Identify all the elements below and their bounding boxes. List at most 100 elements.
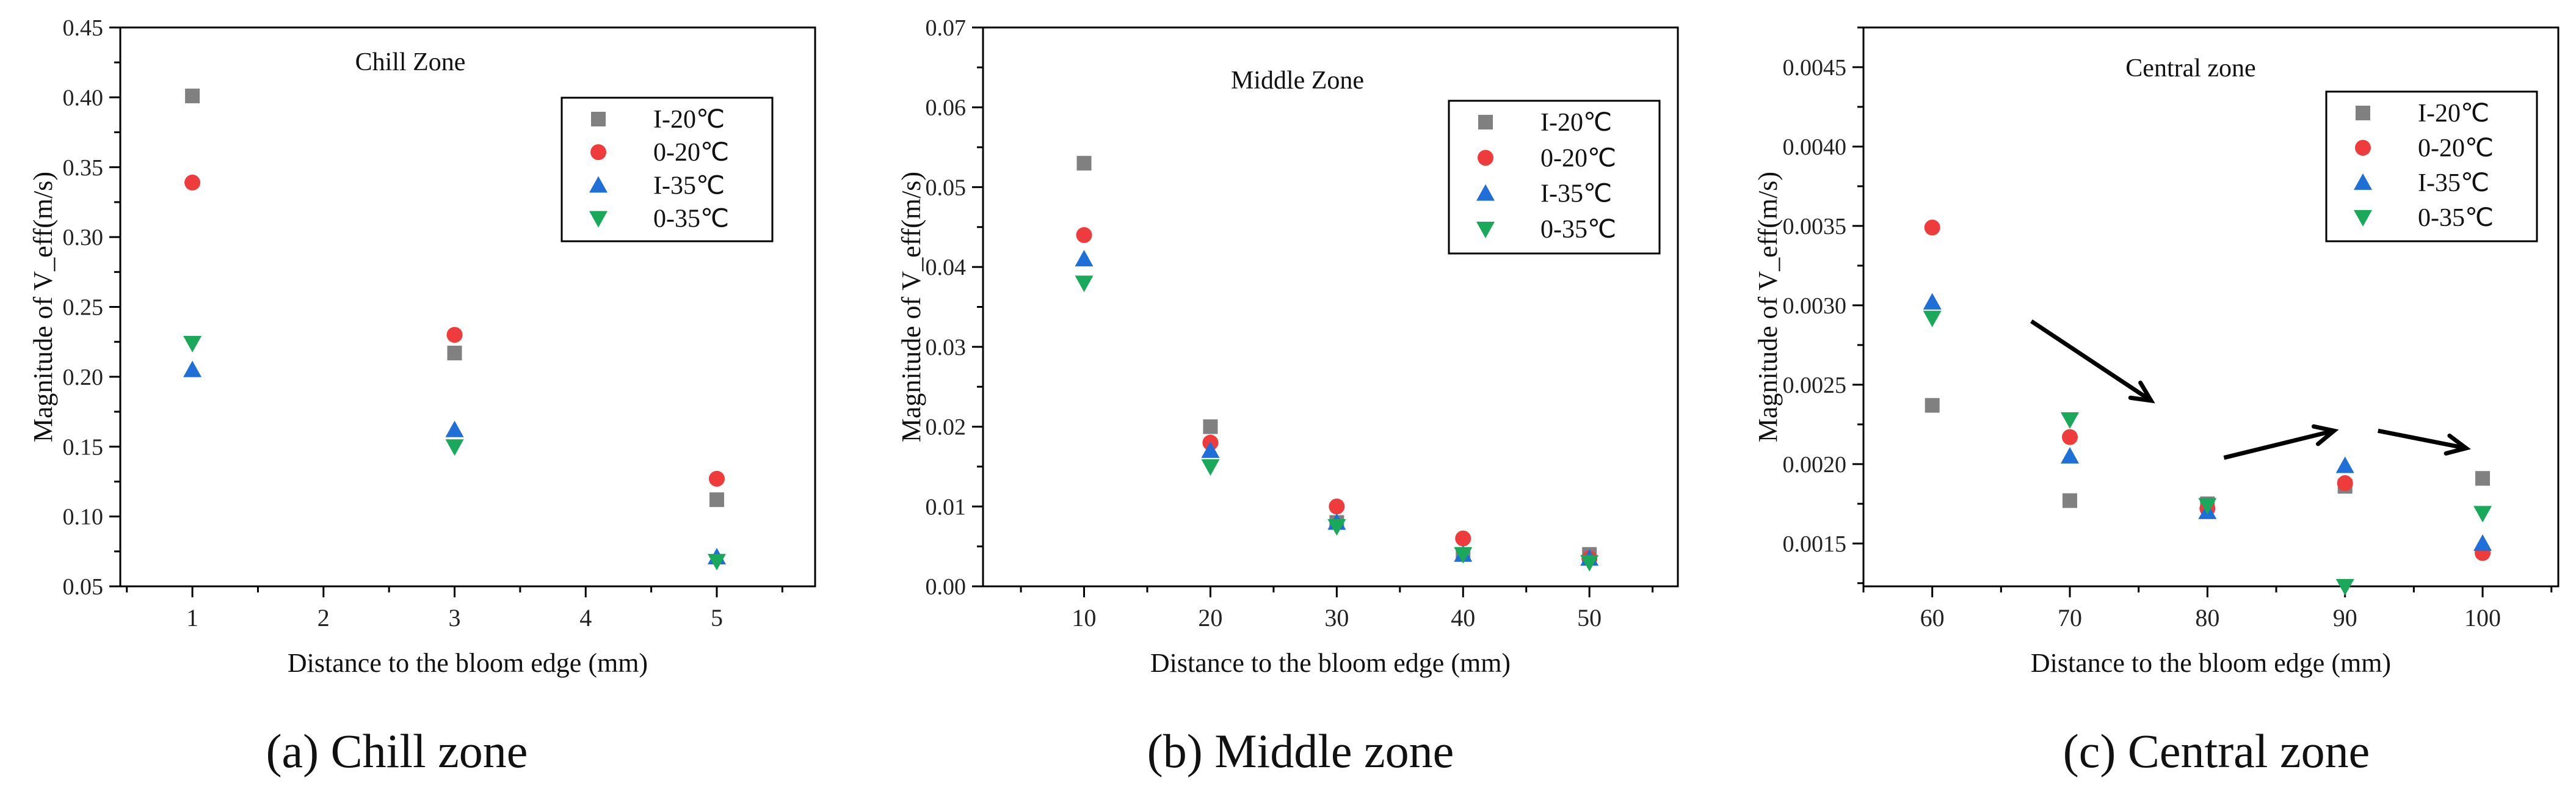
caption-a-letter: (a) (266, 724, 319, 778)
y-tick-label: 0.0040 (1783, 134, 1847, 160)
x-tick-label: 50 (1577, 604, 1602, 632)
data-point (1923, 293, 1942, 310)
y-tick-label: 0.30 (63, 225, 104, 250)
annotation-arrow (2378, 428, 2471, 456)
x-tick-label: 70 (2058, 604, 2082, 632)
caption-c: (c) Central zone (1978, 724, 2454, 791)
data-point (2475, 471, 2491, 486)
arrow-head (2128, 381, 2155, 404)
data-point (709, 492, 724, 508)
data-point (2473, 506, 2492, 523)
caption-b-letter: (b) (1147, 724, 1203, 778)
legend-label: I-35℃ (653, 172, 725, 200)
x-tick-label: 1 (186, 604, 198, 632)
x-tick-label: 20 (1198, 604, 1222, 632)
arrow-head (2444, 433, 2471, 456)
y-tick-label: 0.45 (63, 15, 104, 41)
legend-marker (2356, 106, 2370, 120)
x-tick-label: 2 (317, 604, 330, 632)
y-tick-label: 0.35 (63, 155, 104, 181)
chart-title: Chill Zone (355, 48, 466, 76)
legend-label: 0-35℃ (2418, 204, 2494, 232)
legend-label: 0-35℃ (1540, 216, 1616, 244)
data-point (2198, 498, 2217, 515)
x-tick-label: 10 (1072, 604, 1097, 632)
x-tick-label: 90 (2333, 604, 2357, 632)
data-point (1201, 441, 1220, 458)
legend-marker (1478, 115, 1493, 129)
legend-marker (589, 176, 608, 193)
y-tick-label: 0.20 (63, 365, 104, 390)
data-point (1925, 398, 1940, 413)
y-tick-label: 0.10 (63, 504, 104, 530)
y-tick-label: 0.00 (926, 574, 967, 600)
arrow-head (2311, 424, 2339, 446)
legend-label: 0-20℃ (653, 139, 729, 167)
arrow-shaft (2223, 428, 2335, 460)
data-point (185, 89, 200, 104)
y-tick-label: 0.0035 (1783, 214, 1847, 239)
chart-2: 10 20 30 40 50 0.00 0.01 0.02 0.03 0.04 0.05 0.06 0.… (896, 15, 1679, 678)
x-tick-label: 80 (2195, 604, 2219, 632)
data-point (1924, 219, 1940, 236)
y-axis-title: Magnitude of V_eff(m/s) (896, 172, 926, 442)
legend-label: I-20℃ (1540, 109, 1612, 137)
data-point (1329, 498, 1345, 515)
x-tick-label: 3 (449, 604, 461, 632)
legend-marker (2355, 139, 2371, 156)
legend-marker (1476, 222, 1495, 238)
legend-label: I-20℃ (2418, 100, 2489, 128)
legend-marker (1476, 184, 1495, 201)
y-tick-label: 0.0020 (1783, 452, 1847, 478)
y-tick-label: 0.0030 (1783, 293, 1847, 319)
data-point (446, 327, 463, 343)
data-point (1580, 555, 1599, 572)
y-axis-title: Magnitude of V_eff(m/s) (28, 172, 58, 442)
y-tick-label: 0.40 (63, 85, 104, 111)
caption-b-text: Middle zone (1214, 724, 1454, 778)
data-point (1455, 530, 1471, 547)
data-point (445, 420, 464, 437)
data-point (183, 335, 202, 352)
annotation-arrow (2223, 424, 2339, 460)
chart-title: Middle Zone (1231, 67, 1364, 95)
legend-marker (2354, 173, 2372, 190)
x-axis-title: Distance to the bloom edge (mm) (2031, 648, 2391, 678)
x-axis-title: Distance to the bloom edge (mm) (1150, 648, 1511, 678)
data-point (707, 553, 726, 570)
y-tick-label: 0.06 (926, 95, 967, 121)
y-tick-label: 0.05 (926, 175, 967, 200)
x-tick-label: 30 (1324, 604, 1349, 632)
data-point (2473, 534, 2492, 551)
y-tick-label: 0.05 (63, 574, 104, 600)
y-tick-label: 0.02 (926, 415, 967, 440)
legend-label: 0-35℃ (653, 205, 729, 233)
y-tick-label: 0.04 (926, 255, 967, 280)
caption-a-text: Chill zone (330, 724, 528, 778)
x-tick-label: 5 (711, 604, 723, 632)
y-axis-title: Magnitude of V_eff(m/s) (1753, 172, 1783, 442)
y-tick-label: 0.0015 (1783, 531, 1847, 557)
data-point (1076, 156, 1092, 171)
x-tick-label: 4 (579, 604, 592, 632)
legend-label: I-20℃ (653, 106, 725, 134)
legend-label: 0-20℃ (1540, 144, 1616, 172)
data-point (1454, 547, 1473, 564)
arrow-shaft (2378, 428, 2467, 451)
x-tick-label: 60 (1920, 604, 1945, 632)
legend-marker (589, 211, 608, 228)
annotation-arrow (2030, 319, 2155, 404)
x-axis-title: Distance to the bloom edge (mm) (288, 648, 648, 678)
data-point (445, 439, 464, 456)
data-point (2335, 456, 2354, 473)
chart-title: Central zone (2125, 54, 2255, 82)
data-point (2061, 412, 2080, 429)
data-point (2335, 579, 2354, 596)
legend-label: I-35℃ (1540, 180, 1612, 208)
legend-label: 0-20℃ (2418, 134, 2494, 162)
data-point (1201, 459, 1220, 476)
caption-c-text: Central zone (2127, 724, 2370, 778)
data-point (447, 345, 462, 360)
data-point (1075, 250, 1094, 267)
